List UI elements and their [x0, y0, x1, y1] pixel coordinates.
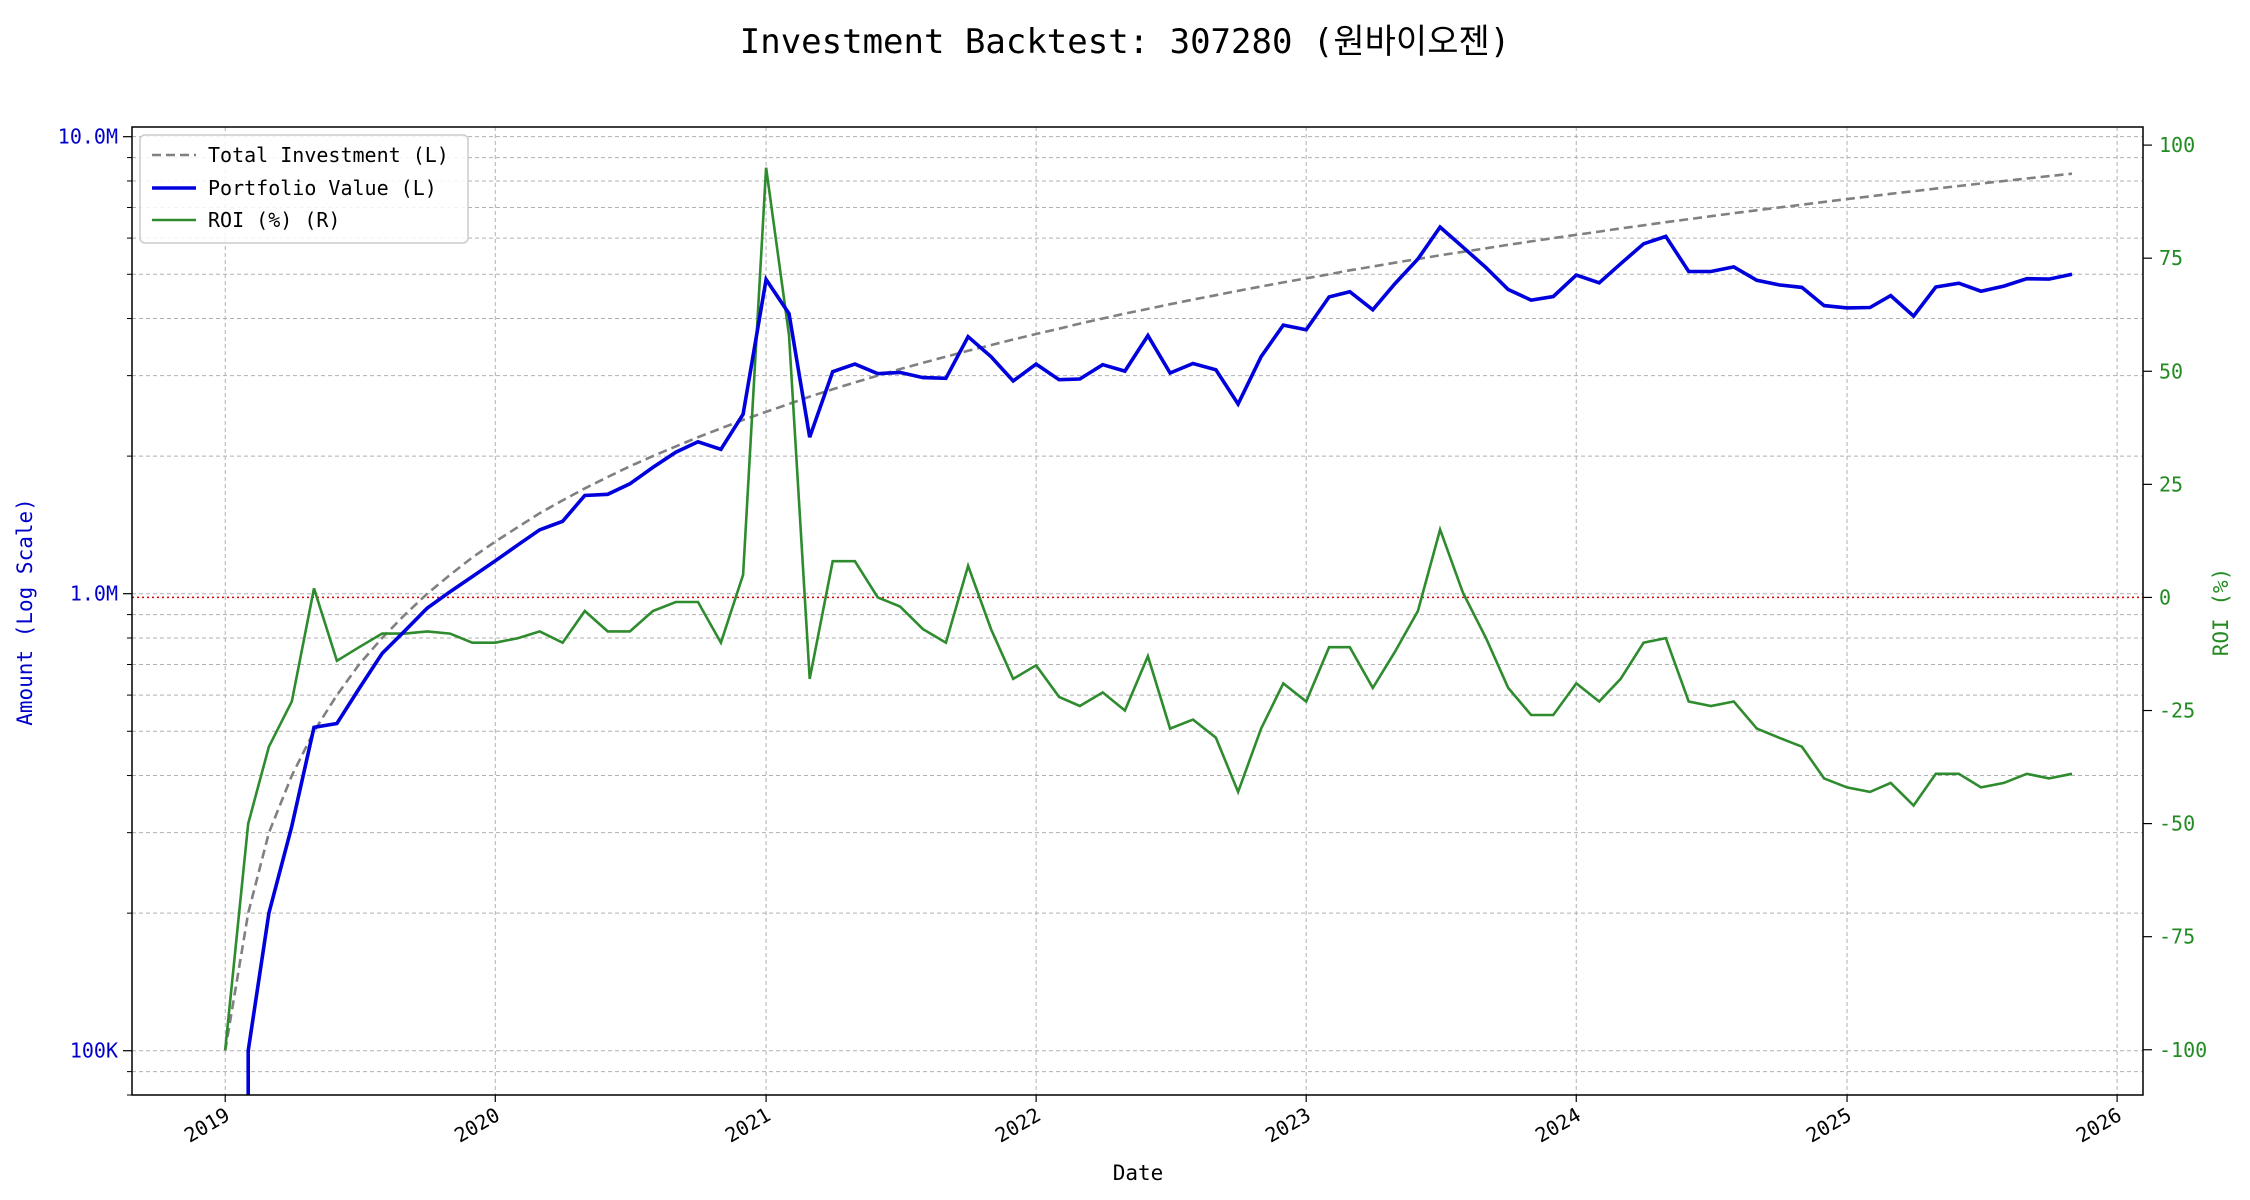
y-right-tick-label: 50 — [2159, 359, 2183, 383]
x-tick-label: 2024 — [1531, 1103, 1585, 1148]
chart-title: Investment Backtest: 307280 (원바이오젠) — [739, 22, 1511, 62]
legend: Total Investment (L) Portfolio Value (L)… — [139, 134, 469, 244]
y-axis-right-label: ROI (%) — [2209, 568, 2233, 657]
series-portfolio-value — [246, 224, 2073, 1095]
y-axis-left-label: Amount (Log Scale) — [13, 498, 37, 726]
x-tick-label: 2026 — [2072, 1103, 2126, 1148]
x-tick-label: 2023 — [1261, 1103, 1315, 1148]
legend-label-portfolio-value: Portfolio Value (L) — [208, 176, 437, 200]
legend-label-total-investment: Total Investment (L) — [208, 143, 449, 167]
y-right-tick-label: 0 — [2159, 585, 2171, 609]
y-right-tick-label: -100 — [2159, 1038, 2207, 1062]
legend-label-roi: ROI (%) (R) — [208, 208, 340, 232]
series-roi — [223, 167, 2073, 1050]
y-left-tick-label: 10.0M — [58, 125, 118, 149]
y-right-tick-label: -75 — [2159, 925, 2195, 949]
x-tick-label: 2025 — [1802, 1103, 1856, 1148]
y-left-tick-label: 1.0M — [70, 582, 118, 606]
x-tick-label: 2022 — [991, 1103, 1045, 1148]
grid-lines — [132, 127, 2143, 1096]
y-right-tick-label: 100 — [2159, 133, 2195, 157]
legend-box — [139, 134, 469, 244]
y-right-tick-label: 25 — [2159, 472, 2183, 496]
y-right-tick-label: -50 — [2159, 812, 2195, 836]
x-tick-label: 2019 — [180, 1103, 234, 1148]
plot-frame — [131, 126, 2144, 1096]
y-right-tick-label: -25 — [2159, 699, 2195, 723]
x-axis-label: Date — [1113, 1161, 1164, 1185]
y-right-tick-label: 75 — [2159, 246, 2183, 270]
y-left-tick-label: 100K — [70, 1039, 118, 1063]
x-tick-label: 2021 — [721, 1103, 775, 1148]
series-total-investment — [223, 172, 2073, 1051]
series-lines — [132, 167, 2143, 1095]
x-tick-label: 2020 — [450, 1103, 504, 1148]
